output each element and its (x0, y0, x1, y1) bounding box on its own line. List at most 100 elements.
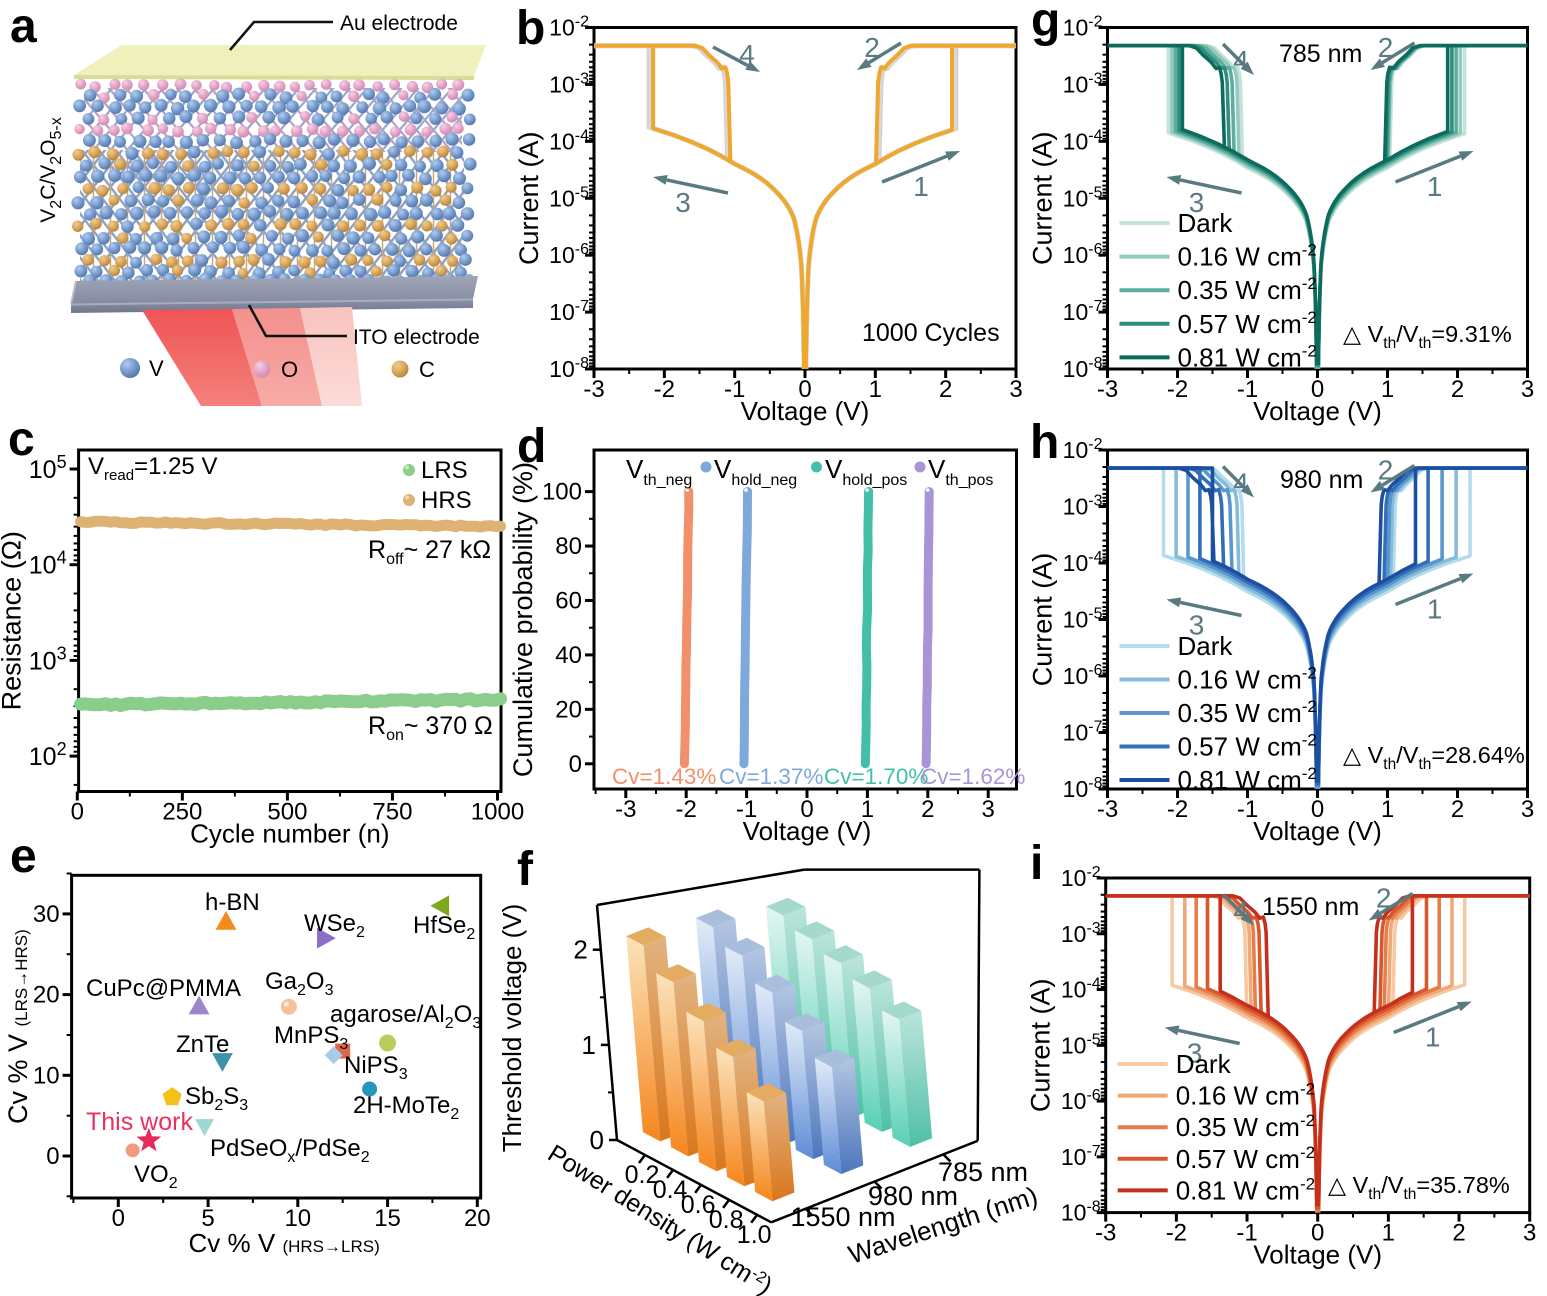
svg-text:980 nm: 980 nm (1280, 466, 1363, 494)
svg-text:NiPS3​: NiPS3​ (344, 1052, 408, 1083)
svg-text:1550 nm: 1550 nm (790, 1202, 895, 1232)
svg-text:2: 2 (573, 935, 587, 965)
svg-text:LRS: LRS (421, 457, 468, 484)
svg-text:0.16 W cm-2: 0.16 W cm-2 (1178, 241, 1317, 272)
svg-text:2: 2 (1376, 883, 1392, 914)
svg-text:Vhold_pos: Vhold_pos (825, 454, 907, 489)
svg-text:2: 2 (921, 796, 934, 823)
svg-text:10-7: 10-7 (1061, 1143, 1101, 1170)
svg-text:0: 0 (798, 376, 811, 403)
svg-text:3: 3 (1187, 1038, 1203, 1069)
svg-text:Voltage (V): Voltage (V) (741, 396, 870, 426)
svg-text:△ Vth/Vth=35.78%: △ Vth/Vth=35.78% (1328, 1172, 1510, 1203)
svg-text:HRS: HRS (421, 487, 472, 514)
svg-text:30: 30 (33, 901, 60, 928)
svg-text:0: 0 (1311, 376, 1324, 403)
svg-text:-3: -3 (1097, 796, 1118, 823)
svg-text:1: 1 (913, 171, 929, 202)
svg-text:10-4: 10-4 (1063, 127, 1103, 154)
svg-text:-1: -1 (736, 796, 757, 823)
svg-text:g: g (1031, 0, 1060, 47)
svg-text:e: e (10, 830, 37, 883)
svg-text:ZnTe: ZnTe (176, 1031, 229, 1058)
svg-text:0.57 W cm-2: 0.57 W cm-2 (1176, 1143, 1315, 1174)
svg-text:0.35 W cm-2: 0.35 W cm-2 (1178, 697, 1317, 728)
svg-text:1: 1 (1382, 1220, 1395, 1247)
svg-text:-2: -2 (1166, 1220, 1187, 1247)
svg-text:2: 2 (1378, 455, 1394, 486)
svg-text:1: 1 (1381, 376, 1394, 403)
svg-text:1: 1 (1427, 594, 1443, 625)
svg-text:0: 0 (590, 1125, 604, 1155)
svg-text:Voltage (V): Voltage (V) (1253, 396, 1382, 426)
svg-text:785 nm: 785 nm (938, 1157, 1028, 1187)
svg-text:a: a (10, 0, 37, 53)
svg-text:-2: -2 (654, 376, 675, 403)
svg-text:0.81 W cm-2: 0.81 W cm-2 (1178, 341, 1317, 372)
svg-text:-1: -1 (724, 376, 745, 403)
svg-text:1.0: 1.0 (737, 1221, 772, 1249)
svg-text:3: 3 (1189, 187, 1205, 218)
svg-text:CuPc@PMMA: CuPc@PMMA (86, 975, 241, 1002)
svg-text:Voltage (V): Voltage (V) (1253, 1240, 1382, 1270)
svg-text:-1: -1 (1236, 1220, 1257, 1247)
svg-text:20: 20 (33, 982, 60, 1009)
svg-text:-1: -1 (1237, 376, 1258, 403)
svg-text:0.16 W cm-2: 0.16 W cm-2 (1176, 1080, 1315, 1111)
svg-text:ITO electrode: ITO electrode (353, 326, 480, 349)
svg-text:1: 1 (581, 1030, 595, 1060)
svg-text:Voltage (V): Voltage (V) (1253, 816, 1382, 846)
svg-text:1: 1 (1425, 1022, 1441, 1053)
svg-text:0: 0 (569, 751, 582, 778)
svg-text:2: 2 (1451, 376, 1464, 403)
svg-text:500: 500 (267, 799, 307, 826)
svg-text:10-2: 10-2 (1061, 864, 1101, 891)
svg-text:-3: -3 (583, 376, 604, 403)
svg-text:0.57 W cm-2: 0.57 W cm-2 (1178, 308, 1317, 339)
svg-text:Voltage (V): Voltage (V) (743, 816, 872, 846)
svg-text:0.35 W cm-2: 0.35 W cm-2 (1176, 1111, 1315, 1142)
svg-text:20: 20 (464, 1205, 491, 1232)
svg-text:2H-MoTe2​: 2H-MoTe2​ (353, 1092, 459, 1123)
svg-text:-3: -3 (615, 796, 636, 823)
svg-text:1000 Cycles: 1000 Cycles (862, 319, 1000, 347)
svg-text:O: O (281, 357, 298, 382)
svg-text:0: 0 (46, 1143, 59, 1170)
svg-text:3: 3 (1189, 610, 1205, 641)
svg-text:4: 4 (1233, 468, 1249, 499)
svg-text:Cv=1.37%: Cv=1.37% (719, 764, 823, 789)
svg-text:Dark: Dark (1176, 1049, 1232, 1079)
svg-text:20: 20 (555, 696, 582, 723)
svg-text:d: d (517, 420, 546, 473)
svg-text:Current (A): Current (A) (1028, 131, 1058, 265)
svg-text:4: 4 (1233, 896, 1249, 927)
svg-text:Current (A): Current (A) (514, 131, 544, 265)
svg-text:40: 40 (555, 642, 582, 669)
svg-text:1000: 1000 (471, 799, 524, 826)
svg-text:agarose/Al2​O3​: agarose/Al2​O3​ (330, 1001, 481, 1032)
svg-text:h: h (1030, 416, 1059, 469)
svg-text:Threshold voltage (V): Threshold voltage (V) (497, 904, 527, 1153)
svg-text:f: f (517, 843, 534, 896)
svg-text:3: 3 (675, 187, 691, 218)
svg-text:0: 0 (1311, 1220, 1324, 1247)
svg-text:Cv=1.62%: Cv=1.62% (921, 764, 1025, 789)
svg-text:1: 1 (869, 376, 882, 403)
svg-text:b: b (516, 2, 545, 55)
svg-text:-2: -2 (676, 796, 697, 823)
svg-text:Resistance (Ω): Resistance (Ω) (0, 531, 27, 710)
svg-text:250: 250 (162, 799, 202, 826)
svg-text:3: 3 (1521, 796, 1534, 823)
svg-text:Current (A): Current (A) (1026, 979, 1056, 1113)
svg-text:2: 2 (1451, 796, 1464, 823)
svg-text:V: V (149, 356, 164, 381)
svg-text:Dark: Dark (1178, 631, 1234, 661)
svg-text:10: 10 (284, 1205, 311, 1232)
svg-text:0.16 W cm-2: 0.16 W cm-2 (1178, 664, 1317, 695)
svg-text:Au electrode: Au electrode (340, 12, 458, 35)
svg-text:80: 80 (555, 533, 582, 560)
svg-text:0.8: 0.8 (709, 1206, 744, 1234)
svg-text:785 nm: 785 nm (1279, 40, 1362, 68)
svg-text:5: 5 (201, 1205, 214, 1232)
svg-text:Cumulative probability (%): Cumulative probability (%) (508, 462, 538, 777)
